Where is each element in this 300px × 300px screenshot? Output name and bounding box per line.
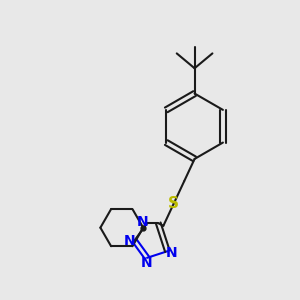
Text: N: N	[123, 233, 135, 248]
Text: N: N	[141, 256, 153, 270]
Text: S: S	[168, 196, 179, 211]
Text: N: N	[166, 246, 178, 260]
Text: N: N	[137, 215, 148, 229]
